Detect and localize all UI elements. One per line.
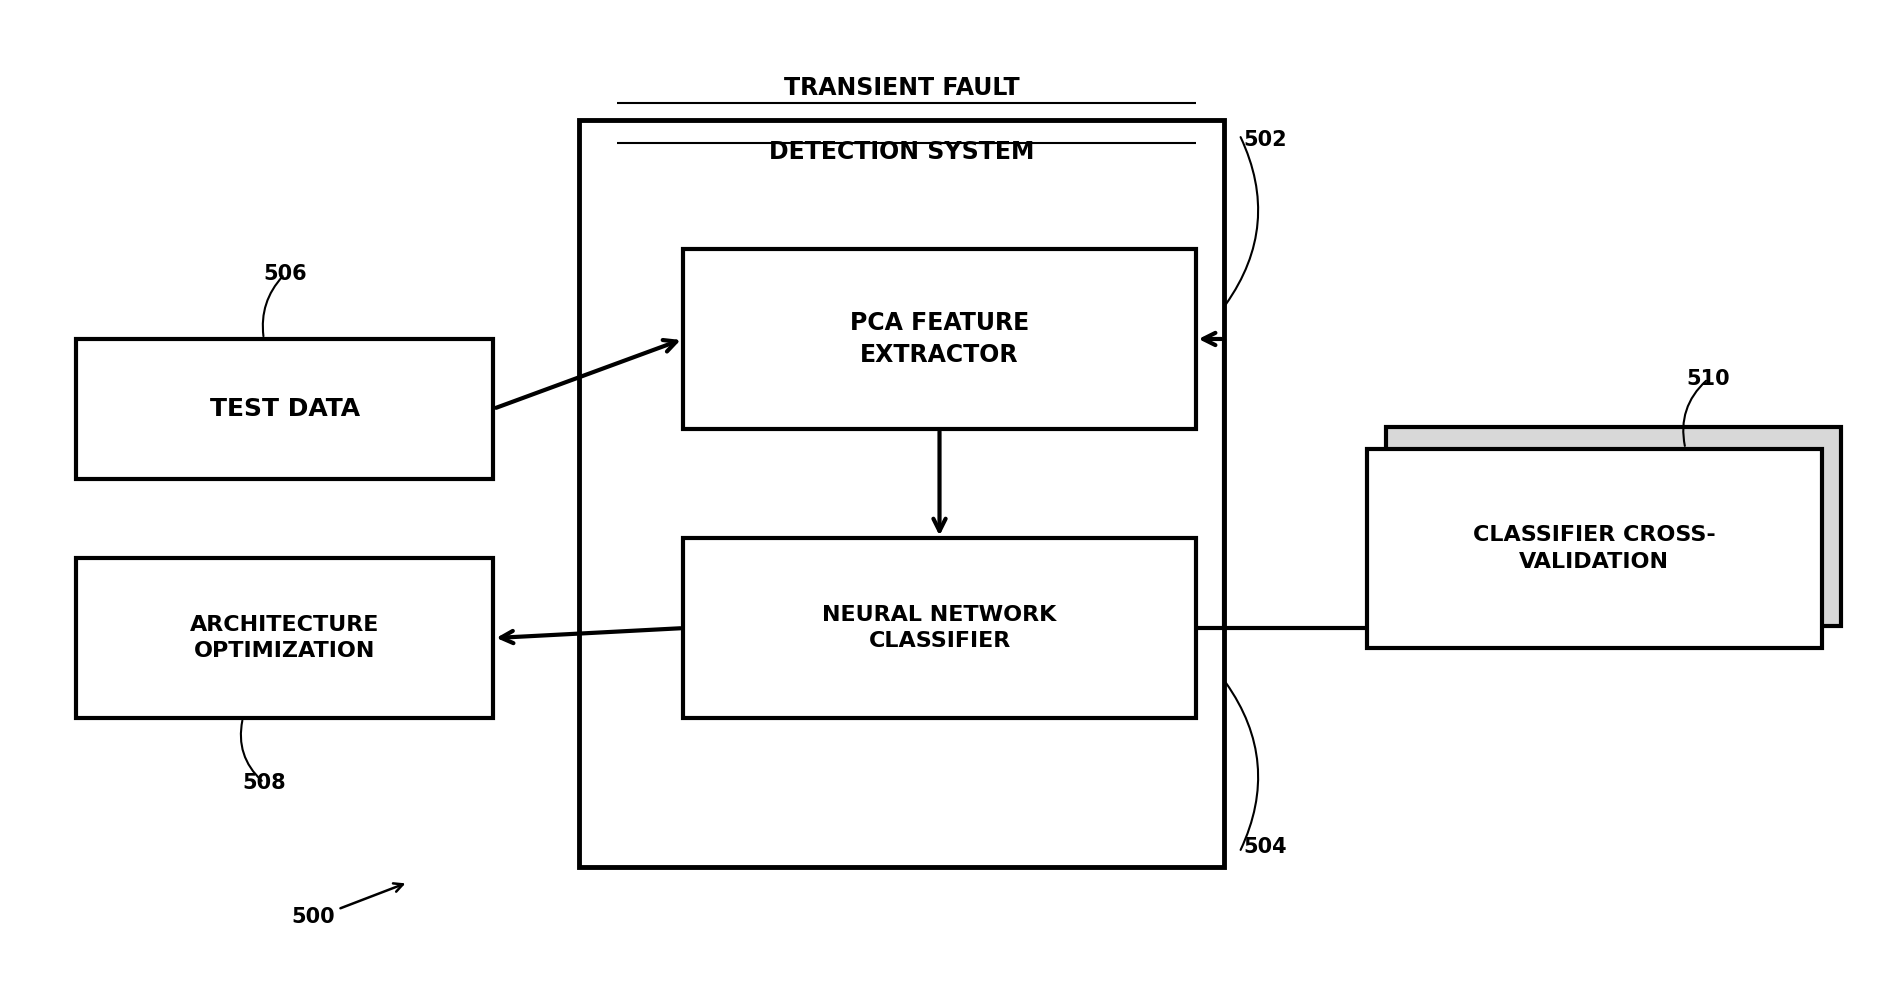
Bar: [683, 538, 1196, 718]
Text: CLASSIFIER CROSS-
VALIDATION: CLASSIFIER CROSS- VALIDATION: [1473, 525, 1716, 571]
Text: TRANSIENT FAULT: TRANSIENT FAULT: [784, 76, 1019, 100]
Text: 510: 510: [1687, 369, 1729, 389]
Bar: [1367, 449, 1822, 648]
Text: 502: 502: [1243, 130, 1287, 150]
Bar: [76, 558, 493, 718]
Bar: [683, 249, 1196, 429]
Text: 508: 508: [243, 773, 285, 793]
Text: TEST DATA: TEST DATA: [209, 397, 361, 421]
Text: 504: 504: [1243, 837, 1287, 857]
Text: PCA FEATURE
EXTRACTOR: PCA FEATURE EXTRACTOR: [850, 311, 1029, 367]
Bar: [76, 339, 493, 479]
Text: 506: 506: [264, 264, 306, 284]
Bar: [1386, 427, 1841, 626]
Bar: [579, 120, 1224, 867]
Text: 500: 500: [292, 907, 334, 927]
Text: DETECTION SYSTEM: DETECTION SYSTEM: [769, 140, 1034, 164]
Text: NEURAL NETWORK
CLASSIFIER: NEURAL NETWORK CLASSIFIER: [822, 605, 1057, 651]
Text: ARCHITECTURE
OPTIMIZATION: ARCHITECTURE OPTIMIZATION: [190, 615, 380, 661]
